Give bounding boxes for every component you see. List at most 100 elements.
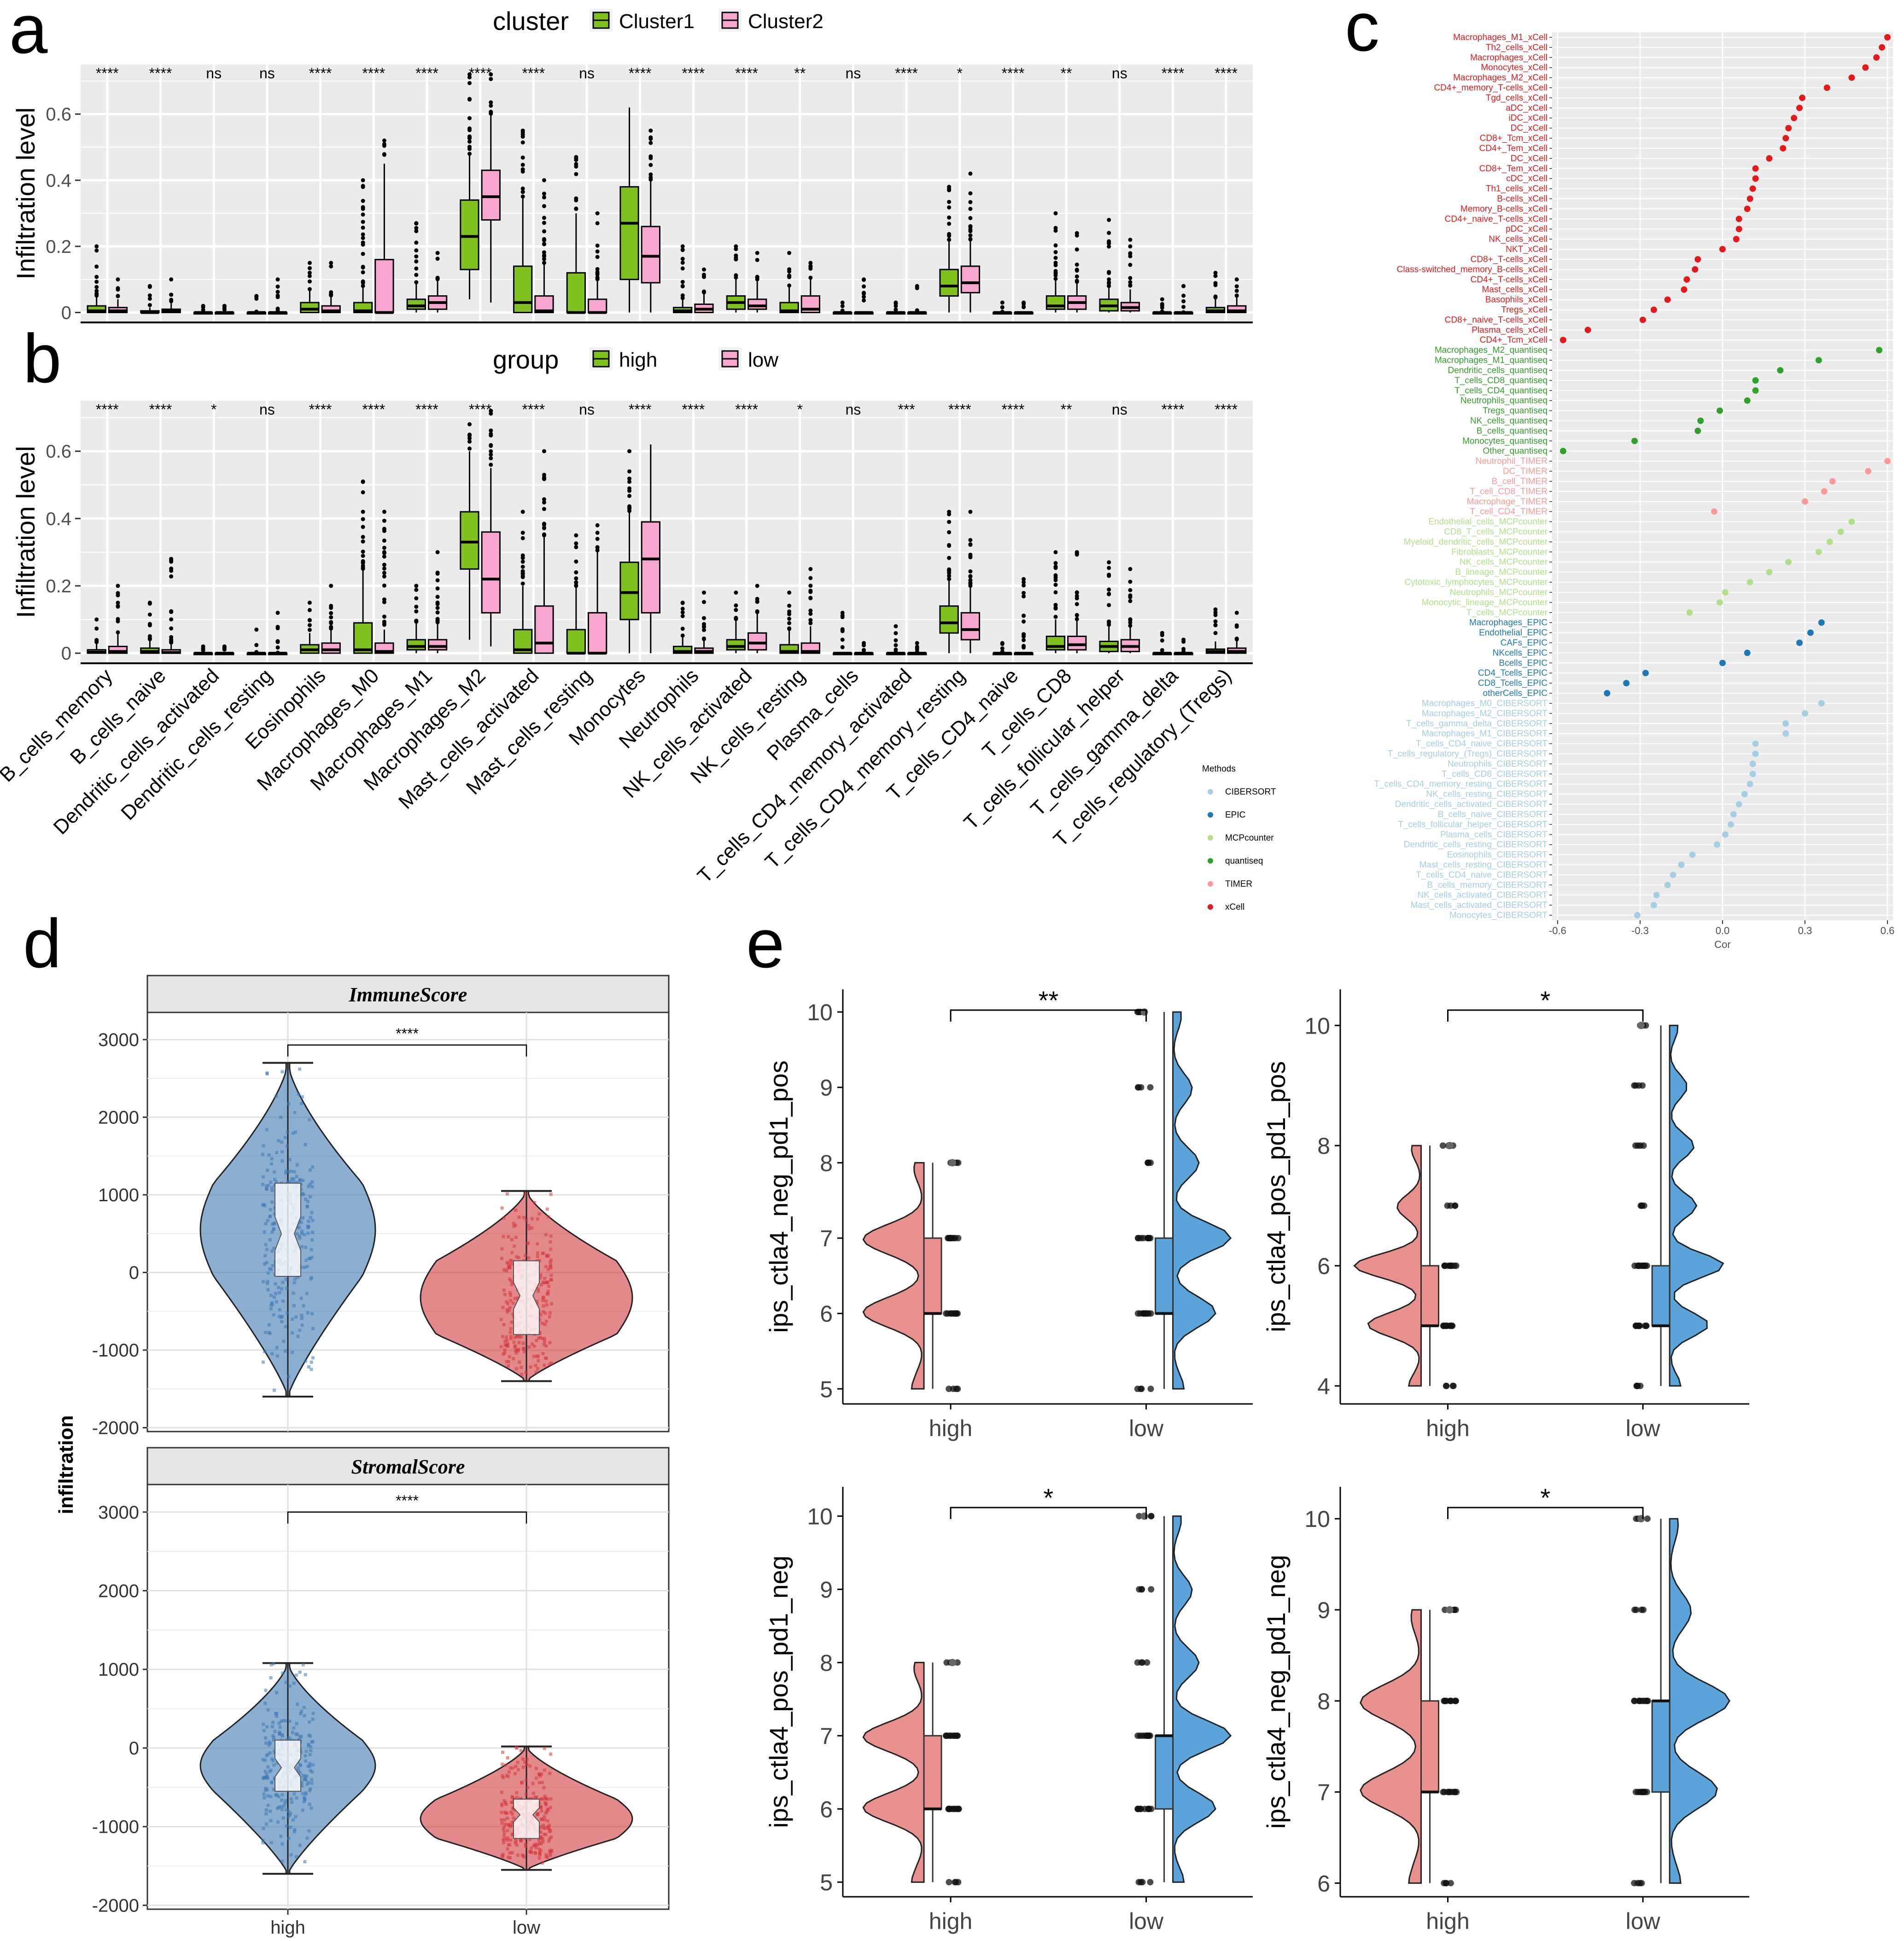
outlier-point [680,244,685,249]
significance-label: ns [579,65,595,82]
jitter-point [544,1320,548,1323]
outlier-point [307,287,312,292]
jitter-point [539,1313,543,1317]
outlier-point [1053,271,1058,275]
outlier-point [1053,228,1058,233]
jitter-point [512,1225,516,1228]
jitter-point [310,1256,314,1259]
jitter-point [506,1838,509,1842]
jitter-point [542,1824,545,1827]
outlier-point [169,617,174,622]
jitter-point [273,1749,276,1753]
outlier-point [1140,1008,1148,1016]
jitter-point [291,1317,294,1321]
outlier-point [1107,566,1111,570]
outlier-point [361,212,365,217]
jitter-point [308,1753,312,1757]
outlier-point [414,254,419,259]
outlier-point [755,257,759,262]
jitter-point [308,1720,311,1724]
outlier-point [755,610,759,614]
jitter-point [509,1337,513,1340]
jitter-point [300,1232,304,1235]
outlier-point [542,221,546,225]
raincloud-low [1134,1512,1232,1886]
box-Cluster2-5 [374,138,394,314]
outlier-point [169,568,174,573]
jitter-point [309,1734,312,1738]
row-label: Other_quantiseq [1483,446,1548,456]
outlier-point [968,552,973,557]
jitter-point [302,1706,306,1709]
jitter-point [266,1753,270,1756]
outlier-point [755,596,759,601]
box-body [747,632,767,651]
row-label: Macrophages_M1_xCell [1453,33,1548,42]
outlier-point [947,205,952,210]
jitter-point [515,1843,519,1847]
outlier-point [542,195,546,199]
jitter-point [531,1782,535,1785]
jitter-point [307,1365,310,1369]
jitter-point [549,1240,552,1244]
jitter-point [280,1671,284,1675]
jitter-point [500,1206,504,1210]
significance-label: ns [579,401,595,418]
jitter-point [549,1752,553,1756]
outlier-point [1128,276,1133,281]
outlier-point [435,257,440,261]
jitter-point [533,1795,537,1799]
jitter-point [298,1236,302,1240]
row-label: NK_cells_xCell [1489,234,1548,244]
x-tick-label: high [270,1918,305,1938]
correlation-point [1782,730,1789,737]
box-low-3 [268,610,288,655]
outlier-point [307,600,312,605]
jitter-point [275,1690,279,1694]
correlation-point [1752,165,1759,172]
jitter-point [508,1277,511,1281]
jitter-point [514,1208,518,1212]
outlier-point [947,222,952,226]
box-high-3 [246,627,266,655]
jitter-point [505,1338,509,1342]
jitter-point [311,1712,315,1715]
jitter-point [301,1663,305,1666]
jitter-point [311,1763,315,1767]
outlier-point [489,100,493,105]
outlier-point [116,617,120,621]
outlier-point [147,296,152,301]
row-label: Macrophages_M1_CIBERSORT [1422,729,1548,739]
jitter-point [506,1756,509,1760]
outlier-point [382,571,386,575]
outlier-point [147,600,152,605]
outlier-point [520,559,525,564]
rain-point [1147,1084,1154,1091]
jitter-point [294,1855,298,1859]
outlier-point [701,628,706,632]
outlier-point [574,198,578,203]
box-body [641,521,660,614]
row-label: Mast_cells_activated_CIBERSORT [1411,900,1548,910]
jitter-point [264,1741,268,1745]
jitter-point [272,1227,275,1231]
jitter-point [520,1373,524,1376]
outlier-point [275,640,280,644]
outlier-point [840,610,845,615]
jitter-point [307,1220,310,1223]
outlier-point [489,443,493,447]
outlier-point [467,139,472,144]
jitter-point [310,1782,314,1785]
outlier-point [94,275,99,279]
jitter-point [288,1158,292,1161]
jitter-point [263,1770,267,1773]
rain-point [1641,1202,1647,1209]
jitter-point [284,1680,288,1684]
y-tick-label: 8 [820,1150,833,1176]
jitter-point [292,1281,296,1285]
y-tick-label: 7 [820,1226,833,1251]
row-label: B_lineage_MCPcounter [1455,567,1548,577]
row-label: CD8+_T-cells_xCell [1471,255,1548,264]
jitter-point [520,1366,523,1369]
